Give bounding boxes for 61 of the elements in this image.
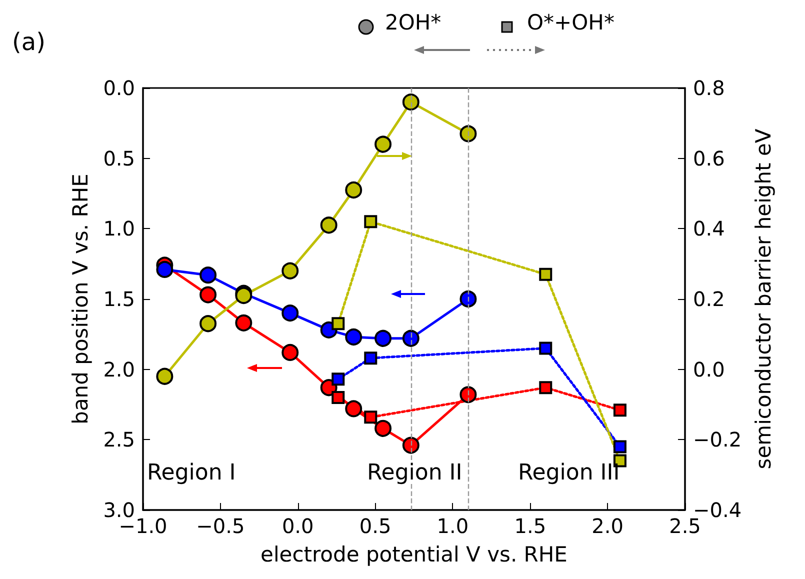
y2-tick-label: −0.2 (693, 428, 742, 452)
annotation: Region II (367, 460, 462, 486)
point (539, 268, 552, 281)
point (402, 94, 420, 111)
y2-tick-label: 0.2 (693, 287, 725, 311)
text: O*+OH* (527, 10, 614, 34)
point (156, 260, 174, 278)
point (200, 286, 217, 304)
x-tick-label: −0.5 (196, 514, 245, 538)
point (282, 262, 299, 280)
y2-tick-label: 0.6 (693, 146, 725, 170)
annotation: Region I (147, 460, 236, 486)
point (374, 330, 392, 347)
text: (a) (12, 28, 46, 56)
point (364, 352, 378, 365)
x-tick-label: 0.0 (282, 514, 314, 538)
x-axis-title: electrode potential V vs. RHE (260, 542, 568, 566)
x-tick-label: 1.5 (514, 514, 546, 538)
point (200, 266, 217, 284)
x-tick-label: 0.5 (359, 514, 392, 538)
point (364, 215, 378, 228)
text: 2OH* (385, 10, 442, 34)
y-tick-label: 2.0 (103, 357, 135, 382)
y2-tick-label: 0.8 (693, 76, 725, 100)
y-tick-label: 1.5 (103, 287, 135, 311)
point (282, 304, 299, 322)
x-tick-label: 2.0 (592, 514, 624, 538)
point (235, 314, 252, 332)
point (320, 216, 338, 234)
y-tick-label: 1.0 (103, 216, 135, 241)
point (460, 386, 477, 404)
point (613, 404, 626, 417)
point (374, 420, 392, 437)
x-tick-label: 1.0 (436, 514, 469, 538)
point (345, 181, 362, 198)
y-axis-title: band position V vs. RHE (68, 174, 92, 424)
point (539, 381, 552, 394)
point (402, 330, 420, 347)
point (332, 317, 345, 330)
y-tick-label: 0.0 (103, 76, 135, 100)
point (332, 390, 345, 404)
annotation: Region III (518, 460, 620, 486)
point (345, 400, 362, 418)
point (613, 440, 626, 454)
point (460, 290, 477, 308)
point (364, 410, 378, 424)
point (539, 342, 552, 355)
point (282, 344, 299, 361)
y2-axis-title: semiconductor barrier height eV (752, 128, 776, 470)
y-tick-label: 0.5 (103, 146, 135, 170)
point (200, 315, 217, 332)
point (156, 368, 174, 385)
x-tick-label: 2.5 (669, 514, 701, 538)
point (332, 372, 345, 386)
y-tick-label: 2.5 (103, 428, 135, 452)
y2-tick-label: 0.4 (693, 216, 725, 241)
point (374, 136, 392, 153)
y2-tick-label: 0.0 (693, 357, 725, 382)
point (345, 328, 362, 346)
point (402, 436, 420, 454)
point (460, 125, 477, 142)
